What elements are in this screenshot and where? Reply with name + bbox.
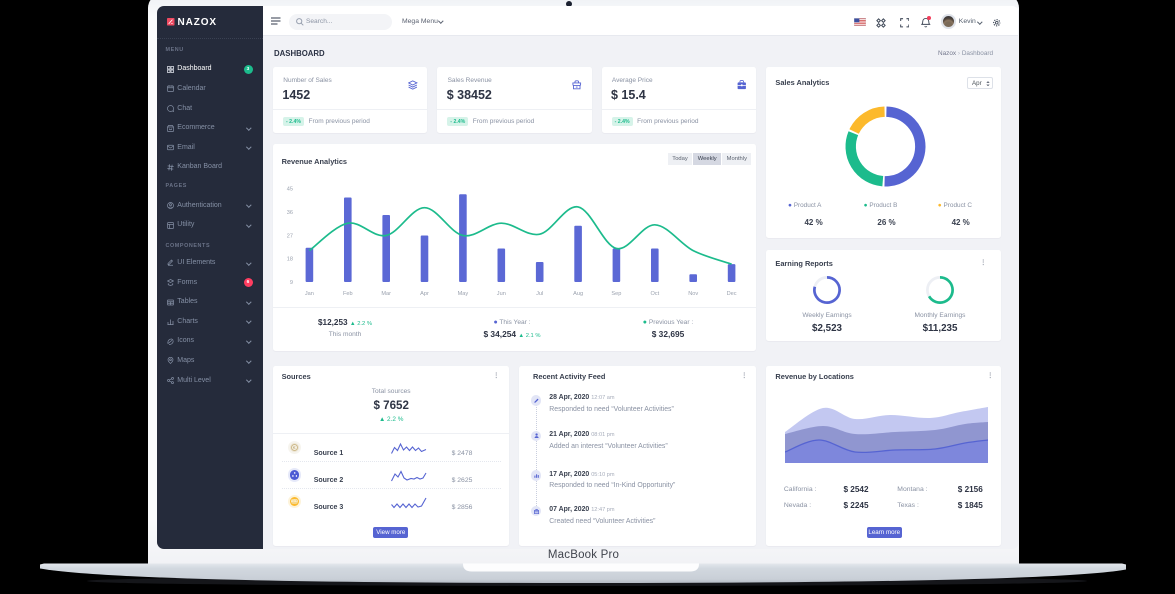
svg-text:18: 18 <box>287 257 293 263</box>
svg-text:May: May <box>458 291 469 297</box>
svg-text:Oct: Oct <box>650 291 659 297</box>
svg-text:Jun: Jun <box>497 291 506 297</box>
svg-text:9: 9 <box>290 280 293 286</box>
svg-text:Jul: Jul <box>536 291 543 297</box>
svg-text:Dec: Dec <box>727 291 737 297</box>
svg-text:45: 45 <box>287 187 293 193</box>
svg-text:Jan: Jan <box>305 291 314 297</box>
svg-text:Sep: Sep <box>611 291 621 297</box>
svg-text:Apr: Apr <box>420 291 429 297</box>
svg-text:Aug: Aug <box>573 291 583 297</box>
svg-text:Mar: Mar <box>381 291 391 297</box>
svg-text:36: 36 <box>287 210 293 216</box>
svg-text:27: 27 <box>287 233 293 239</box>
svg-text:Feb: Feb <box>343 291 353 297</box>
svg-text:Nov: Nov <box>688 291 698 297</box>
